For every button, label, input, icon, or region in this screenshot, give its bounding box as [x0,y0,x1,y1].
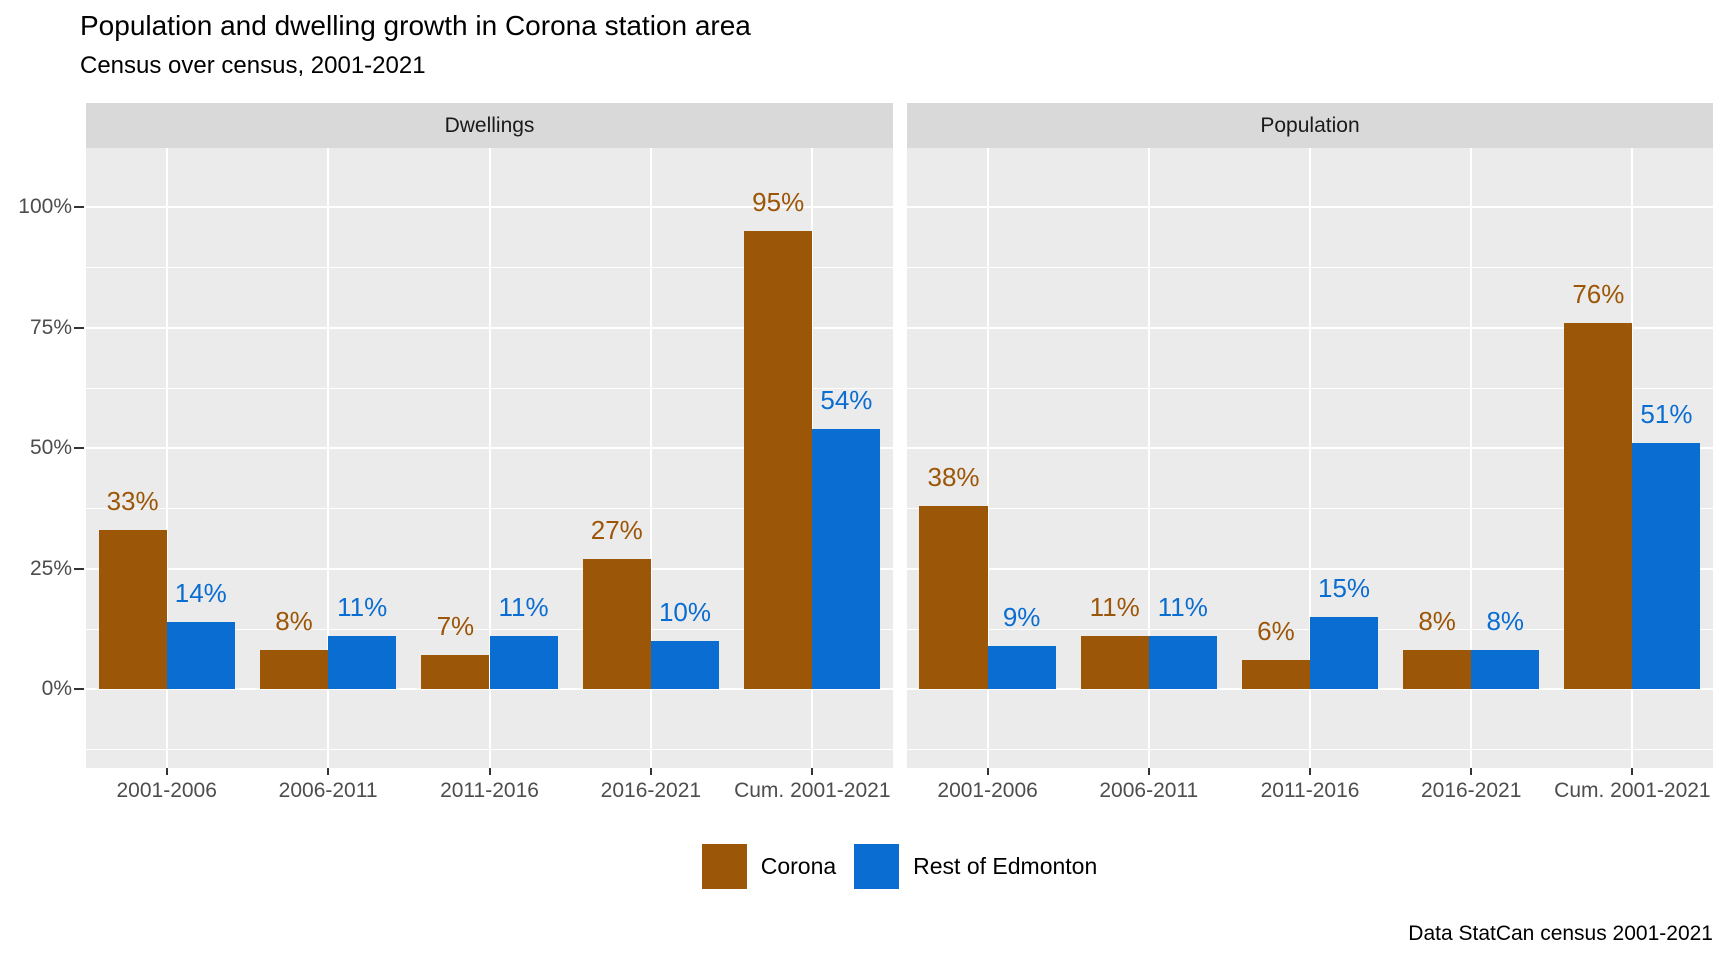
gridline-vertical [1309,148,1311,768]
x-axis-label: 2016-2021 [600,779,702,802]
x-axis-tick [1147,768,1150,775]
bar-value-label: 11% [498,591,549,622]
corona-bar [98,529,167,689]
bar-value-label: 76% [1572,278,1625,309]
rest-of-edmonton-bar [166,621,235,689]
y-axis-tick [74,567,84,570]
facet-strip: Population [907,103,1713,148]
x-axis-label: 2016-2021 [1420,779,1522,802]
legend-item-rest-of-edmonton: Rest of Edmonton [854,844,1097,889]
bar-value-label: 7% [436,611,475,642]
page-title: Population and dwelling growth in Corona… [80,10,751,41]
x-axis-label: 2011-2016 [440,779,539,802]
y-axis-tick [74,326,84,329]
bar-value-label: 27% [590,514,643,545]
bar-value-label: 38% [927,461,980,492]
x-axis-label: 2001-2006 [116,779,217,802]
gridline-vertical [165,148,168,768]
x-axis-label: 2001-2006 [937,779,1038,802]
y-axis-label: 25% [29,556,72,580]
corona-bar [1403,650,1472,689]
bar-value-label: 54% [820,384,873,415]
facet-strip-label: Population [1260,113,1360,137]
gridline-vertical [986,148,989,768]
rest-of-edmonton-bar [650,640,720,689]
y-axis-tick [74,688,84,690]
x-axis-tick [811,768,814,775]
x-axis-label: Cum. 2001-2021 [734,779,891,802]
gridline-vertical [1147,148,1150,768]
chart-caption: Data StatCan census 2001-2021 [1408,922,1713,945]
x-axis-tick [165,768,168,775]
bar-value-label: 14% [174,577,227,608]
y-axis-label: 75% [29,315,72,339]
rest-of-edmonton-bar [328,635,397,689]
corona-bar [1080,635,1149,689]
corona-bar [1241,660,1310,689]
x-axis-tick [649,768,652,775]
x-axis-tick [488,768,491,775]
x-axis-label: 2006-2011 [278,779,378,802]
bar-value-label: 6% [1257,616,1295,647]
bar-value-label: 8% [1418,606,1456,637]
corona-bar [582,558,651,689]
corona-bar [919,505,988,689]
rest-of-edmonton-bar [812,428,881,689]
legend-item-label: Rest of Edmonton [913,853,1098,879]
chart-panel: 38% 9% 11% 11% 6% 15% 8% 8% 76% 51% [907,148,1713,768]
x-axis-tick [986,768,989,775]
corona-bar [259,650,329,689]
gridline-vertical [327,148,330,768]
bar-value-label: 11% [337,591,388,622]
x-axis-label: 2006-2011 [1099,779,1199,802]
bar-value-label: 11% [1089,591,1140,622]
legend-key-swatch [854,844,900,889]
x-axis-tick [1309,768,1311,775]
x-axis-label: 2011-2016 [1260,779,1360,802]
gridline-vertical [488,148,491,768]
bar-value-label: 8% [1486,606,1525,637]
rest-of-edmonton-bar [1471,650,1540,689]
legend: Corona Rest of Edmonton [86,844,1713,889]
gridline-vertical [1470,148,1473,768]
rest-of-edmonton-bar [987,645,1056,689]
x-axis-tick [327,768,330,775]
bar-value-label: 15% [1318,572,1371,603]
bar-value-label: 95% [752,187,805,218]
bar-value-label: 33% [106,485,159,516]
rest-of-edmonton-bar [1632,443,1701,689]
bar-value-label: 11% [1157,591,1208,622]
chart-panel: 33% 14% 8% 11% 7% 11% 27% 10% 95% 54% [86,148,893,768]
legend-item-corona: Corona [701,844,837,889]
corona-bar [1564,322,1633,689]
y-axis-tick [74,206,84,208]
bar-value-label: 9% [1002,601,1041,632]
facet-strip-label: Dwellings [444,113,535,137]
x-axis-tick [1470,768,1473,775]
corona-bar [744,231,813,689]
y-axis-label: 100% [18,195,72,218]
rest-of-edmonton-bar [489,635,558,689]
chart-area: 0% 25% 50% 75% 100% Dwellings 33% 14% 8% 11% 7% 11%… [0,103,1728,808]
corona-bar [421,655,490,689]
gridline-vertical [649,148,652,768]
y-axis-label: 50% [29,436,72,459]
facet-dwellings: Dwellings 33% 14% 8% 11% 7% 11% 27% 10% 95% 54% 200… [86,103,893,808]
rest-of-edmonton-bar [1148,635,1217,689]
facet-population: Population 38% 9% 11% 11% 6% 15% 8% 8% 76% 51% 2001… [907,103,1713,808]
legend-key-swatch [701,844,747,889]
x-axis-label: Cum. 2001-2021 [1554,779,1711,802]
facet-strip: Dwellings [86,103,893,148]
rest-of-edmonton-bar [1310,616,1379,689]
bar-value-label: 51% [1640,399,1693,430]
x-axis-tick [1631,768,1634,775]
y-axis-label: 0% [41,677,72,700]
bar-value-label: 10% [658,596,711,627]
page-subtitle: Census over census, 2001-2021 [80,52,426,79]
bar-value-label: 8% [275,606,313,637]
y-axis-tick [74,447,84,449]
legend-item-label: Corona [760,853,837,879]
